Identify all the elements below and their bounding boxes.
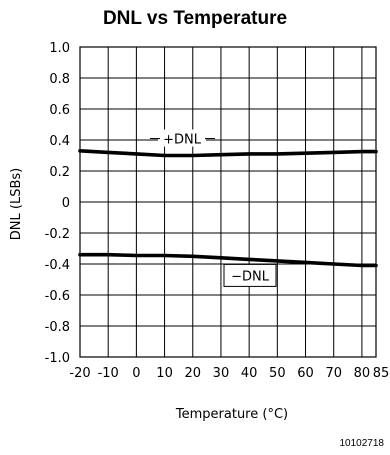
y-tick-label: 0.6 xyxy=(49,103,70,118)
x-tick-label: 0 xyxy=(132,366,140,381)
x-tick-label: 85 xyxy=(373,366,390,381)
chart-title: DNL vs Temperature xyxy=(103,8,287,29)
x-axis-label: Temperature (°C) xyxy=(175,407,288,422)
series-group xyxy=(78,149,378,268)
y-axis-ticks: 1.0 0.8 0.6 0.4 0.2 0 -0.2 -0.4 -0.6 -0.8 -1.0 xyxy=(45,41,70,366)
x-tick-label: 10 xyxy=(156,366,173,381)
x-tick-label: 20 xyxy=(184,366,201,381)
x-tick-label: 80 xyxy=(354,366,371,381)
x-tick-label: 70 xyxy=(325,366,342,381)
y-tick-label: 1.0 xyxy=(49,41,70,56)
x-tick-label: 50 xyxy=(269,366,286,381)
plot-frame xyxy=(79,46,377,358)
y-tick-label: 0 xyxy=(62,196,70,211)
series-line-pos-dnl xyxy=(78,149,378,158)
x-tick-label: 30 xyxy=(213,366,230,381)
x-tick-label: 60 xyxy=(297,366,314,381)
figure-id: 10102718 xyxy=(340,438,385,449)
x-tick-label: -10 xyxy=(98,366,119,381)
x-axis-ticks: -20 -10 0 10 20 30 40 50 60 70 80 85 xyxy=(69,366,389,381)
y-axis-label: DNL (LSBs) xyxy=(9,168,24,240)
y-tick-label: 0.2 xyxy=(49,165,70,180)
x-tick-label: -20 xyxy=(69,366,90,381)
y-tick-label: 0.8 xyxy=(49,72,70,87)
y-tick-label: -1.0 xyxy=(45,351,70,366)
annotation-box xyxy=(223,263,277,287)
x-tick-label: 40 xyxy=(241,366,258,381)
y-tick-label: -0.2 xyxy=(45,227,70,242)
annotation-neg-dnl: −DNL xyxy=(231,269,270,284)
annotation-mask xyxy=(158,129,206,147)
annotations: +DNL −DNL xyxy=(150,129,277,287)
y-tick-label: 0.4 xyxy=(49,134,70,149)
y-tick-label: -0.8 xyxy=(45,320,70,335)
annotation-pos-dnl: +DNL xyxy=(163,133,202,148)
series-line-neg-dnl xyxy=(78,252,378,268)
grid xyxy=(80,47,376,357)
y-tick-label: -0.4 xyxy=(45,258,70,273)
y-tick-label: -0.6 xyxy=(45,289,70,304)
